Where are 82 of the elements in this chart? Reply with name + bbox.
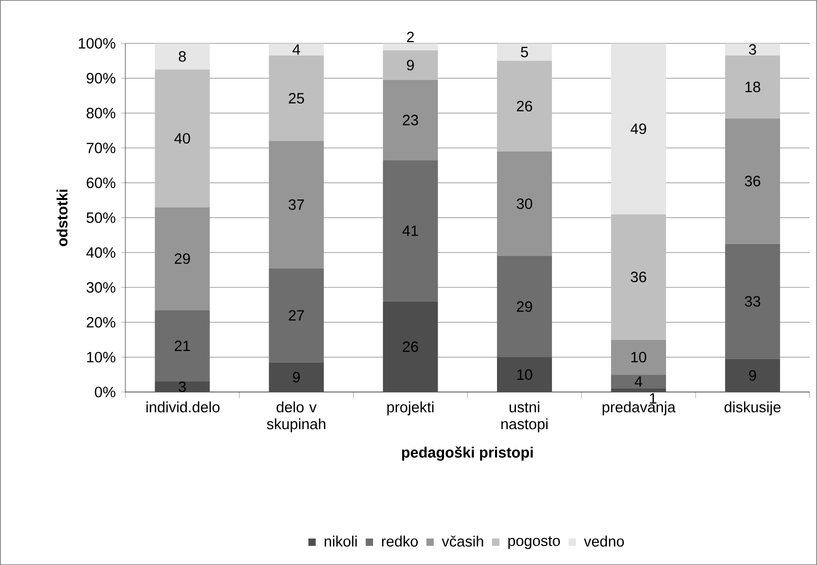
data-label: 8 [178, 51, 186, 62]
data-label: 36 [744, 176, 760, 186]
data-label: 30 [516, 198, 532, 209]
legend-label: vedno [584, 536, 624, 547]
y-tick-label: 100% [78, 38, 116, 49]
bar [725, 358, 780, 392]
data-label: 29 [174, 253, 190, 264]
legend-label: redko [382, 536, 418, 547]
y-tick-label: 70% [86, 142, 116, 154]
bar [725, 55, 780, 118]
bar [268, 268, 324, 362]
data-label: 4 [634, 376, 642, 387]
bar [611, 388, 666, 392]
y-tick-label: 50% [86, 212, 116, 223]
y-tick-label: 10% [87, 352, 116, 362]
bar [268, 43, 324, 56]
data-label: 10 [631, 352, 646, 362]
data-label: 9 [749, 370, 756, 381]
y-tick-label: 40% [86, 247, 116, 258]
y-tick-label: 60% [86, 177, 116, 188]
data-label: 2 [407, 32, 414, 42]
bar [725, 118, 780, 244]
bar [496, 256, 552, 358]
y-axis-title: odstotki [56, 190, 68, 246]
data-label: 41 [402, 226, 418, 236]
bar [154, 69, 210, 208]
bar [268, 55, 324, 141]
data-label: 3 [748, 44, 756, 55]
bar [154, 310, 210, 382]
data-label: 10 [517, 369, 532, 380]
data-label: 40 [174, 132, 190, 144]
data-label: 21 [174, 340, 190, 351]
x-tick-label: diskusije [724, 401, 781, 416]
data-label: 25 [288, 92, 304, 104]
bar [496, 43, 552, 61]
data-label: 29 [516, 301, 532, 312]
bar [611, 214, 666, 340]
bar [382, 80, 438, 160]
y-tick-label: 90% [86, 72, 116, 84]
y-tick-label: 20% [86, 316, 116, 328]
data-label: 9 [292, 372, 300, 382]
bar [268, 362, 324, 392]
x-tick-label: individ.delo [146, 401, 220, 412]
legend-label: pogosto [508, 536, 560, 549]
data-label: 49 [630, 123, 646, 134]
bar [496, 60, 552, 152]
bar [382, 160, 438, 302]
legend-label: nikoli [324, 536, 357, 547]
data-label: 18 [745, 82, 760, 92]
data-label: 33 [744, 296, 760, 307]
data-label: 23 [402, 114, 418, 126]
data-label: 5 [520, 46, 528, 58]
legend-label: včasih [442, 536, 484, 547]
x-tick-label: predavanja [602, 401, 676, 416]
bar [611, 374, 666, 388]
bar [496, 151, 552, 256]
data-label: 37 [288, 199, 304, 210]
bar [725, 43, 780, 56]
x-tick-label: ustni nastopi [501, 401, 548, 432]
y-tick-label: 0% [94, 386, 116, 398]
data-label: 9 [406, 60, 414, 70]
x-tick-label: projekti [387, 401, 434, 416]
data-label: 26 [402, 341, 418, 352]
data-label: 4 [292, 44, 300, 54]
x-axis-title: pedagoški pristopi [402, 446, 533, 461]
y-tick-label: 80% [86, 108, 116, 118]
x-tick-label: delo v skupinah [266, 401, 326, 432]
bar [154, 207, 210, 310]
bar [154, 381, 210, 392]
data-label: 27 [288, 310, 304, 320]
bar [611, 340, 666, 374]
bar [268, 140, 324, 268]
bar [611, 43, 666, 214]
data-label: 26 [516, 100, 532, 112]
bar [725, 244, 780, 359]
data-label: 36 [630, 272, 646, 282]
bar [382, 43, 438, 50]
bar [382, 50, 438, 80]
y-tick-label: 30% [86, 282, 116, 293]
data-label: 1 [650, 393, 656, 404]
bar [154, 43, 210, 70]
data-label: 3 [178, 381, 186, 392]
